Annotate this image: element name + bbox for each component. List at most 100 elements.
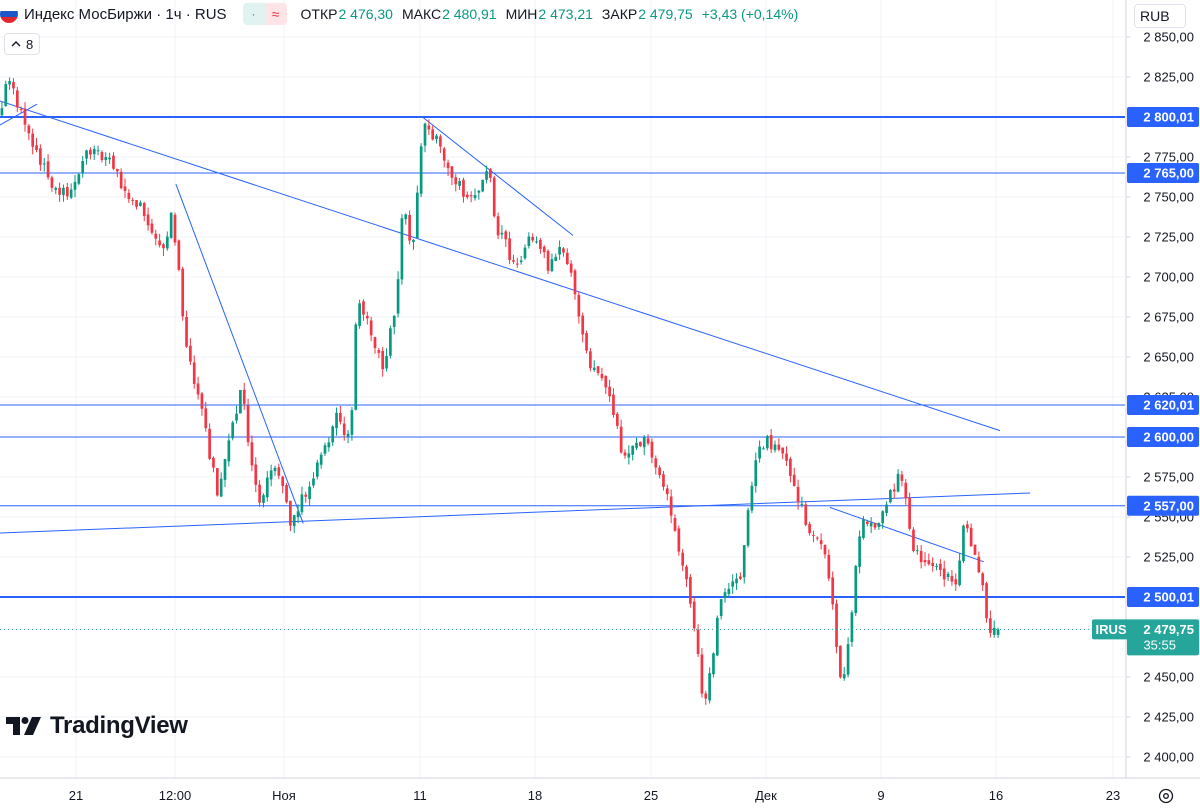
candle-body <box>231 422 235 439</box>
chevron-up-icon <box>11 41 21 47</box>
indicators-toggle-button[interactable]: 8 <box>4 33 41 55</box>
close-label: ЗАКР <box>601 6 638 22</box>
candle-body <box>992 627 996 635</box>
candle-body <box>450 166 454 178</box>
currency-label: RUB <box>1140 8 1170 24</box>
candle-body <box>669 496 673 516</box>
candle-body <box>504 231 508 240</box>
chart-legend-header: Индекс МосБиржи · 1ч · RUS · ≈ ОТКР 2 47… <box>0 0 1125 28</box>
candle-body <box>839 645 842 678</box>
candle-body <box>465 194 469 198</box>
candle-body <box>119 171 123 189</box>
candle-body <box>927 560 931 565</box>
data-delay-icon[interactable]: ≈ <box>264 3 287 25</box>
candle-body <box>869 522 873 527</box>
russia-flag-icon <box>0 5 18 23</box>
level-price-labels: 2 800,01 2 765,00 2 620,01 2 600,00 2 557,00… <box>1127 106 1199 607</box>
candle-body <box>208 428 211 459</box>
candle-body <box>639 441 642 447</box>
candle-body <box>389 328 392 356</box>
candle-body <box>954 579 958 585</box>
candle-body <box>846 644 850 675</box>
candle-body <box>473 195 477 199</box>
candle-body <box>204 408 208 429</box>
time-axis[interactable]: 21 12:00 Ноя 11 18 25 Дек 9 16 23 <box>69 788 1120 803</box>
candle-body <box>408 215 411 241</box>
candle-body <box>931 563 935 566</box>
change-value: +3,43 (+0,14%) <box>701 6 799 22</box>
symbol-badge <box>1092 619 1130 640</box>
trend-line[interactable] <box>422 116 574 236</box>
candle-body <box>15 90 19 108</box>
horizontal-levels[interactable] <box>0 115 1125 598</box>
chart-settings-button[interactable] <box>1156 786 1176 806</box>
candle-body <box>31 133 35 147</box>
symbol-badge-text: IRUS <box>1095 622 1126 637</box>
candle-body <box>758 446 761 459</box>
price-tick-label: 2 650,00 <box>1143 350 1194 365</box>
candle-body <box>831 577 835 605</box>
candle-body <box>4 84 8 106</box>
trend-line[interactable] <box>175 184 304 524</box>
trend-lines[interactable] <box>0 100 1031 563</box>
candle-body <box>250 442 254 466</box>
candle-body <box>373 337 377 348</box>
candle-body <box>131 199 135 201</box>
candle-body <box>415 192 419 239</box>
candle-body <box>777 444 781 450</box>
candle-body <box>542 246 546 253</box>
candle-body <box>523 247 527 259</box>
candle-body <box>492 177 496 217</box>
price-tick-label: 2 750,00 <box>1143 190 1194 205</box>
price-tick-label: 2 525,00 <box>1143 550 1194 565</box>
candle-body <box>54 187 58 190</box>
candle-body <box>665 488 669 495</box>
symbol-title[interactable]: Индекс МосБиржи · 1ч · RUS <box>24 5 227 23</box>
candle-body <box>469 195 473 197</box>
candle-body <box>92 148 96 155</box>
market-open-icon[interactable]: · <box>242 3 265 25</box>
trend-line[interactable] <box>0 100 1001 432</box>
candle-body <box>485 171 488 180</box>
candle-body <box>677 528 681 552</box>
candle-body <box>573 270 577 295</box>
candle-body <box>581 315 585 335</box>
candle-body <box>512 260 515 262</box>
candle-body <box>192 362 196 384</box>
time-tick-label: Дек <box>755 788 777 803</box>
candle-body <box>42 163 46 165</box>
candle-body <box>146 214 150 226</box>
chart-state-pill[interactable]: · ≈ <box>242 3 287 25</box>
trend-line[interactable] <box>0 492 1031 534</box>
candle-body <box>23 108 27 125</box>
price-axis-ticks: 2 850,00 2 825,00 2 775,00 2 750,00 2 725,00… <box>1126 30 1194 765</box>
level-price-text: 2 620,01 <box>1143 397 1194 412</box>
candle-body <box>165 236 169 249</box>
candle-body <box>142 203 146 216</box>
candle-body <box>77 174 81 184</box>
candle-body <box>412 239 415 242</box>
candle-body <box>335 412 338 429</box>
candle-body <box>446 162 450 169</box>
currency-selector[interactable]: RUB <box>1134 4 1186 28</box>
candle-body <box>915 550 919 552</box>
candle-body <box>958 560 961 585</box>
time-tick-label: 18 <box>528 788 542 803</box>
candle-body <box>19 108 23 110</box>
last-price-badge <box>1127 619 1199 656</box>
candle-body <box>104 157 108 161</box>
open-value: 2 476,30 <box>338 6 393 22</box>
candle-body <box>550 259 554 271</box>
trend-line[interactable] <box>829 506 984 563</box>
candle-body <box>858 536 861 567</box>
candle-body <box>73 181 77 190</box>
high-value: 2 480,91 <box>442 6 497 22</box>
candle-body <box>327 442 331 448</box>
candle-body <box>742 545 746 578</box>
candle-body <box>196 383 200 395</box>
tradingview-logo[interactable]: TradingView <box>6 712 188 740</box>
trend-line[interactable] <box>0 103 38 126</box>
